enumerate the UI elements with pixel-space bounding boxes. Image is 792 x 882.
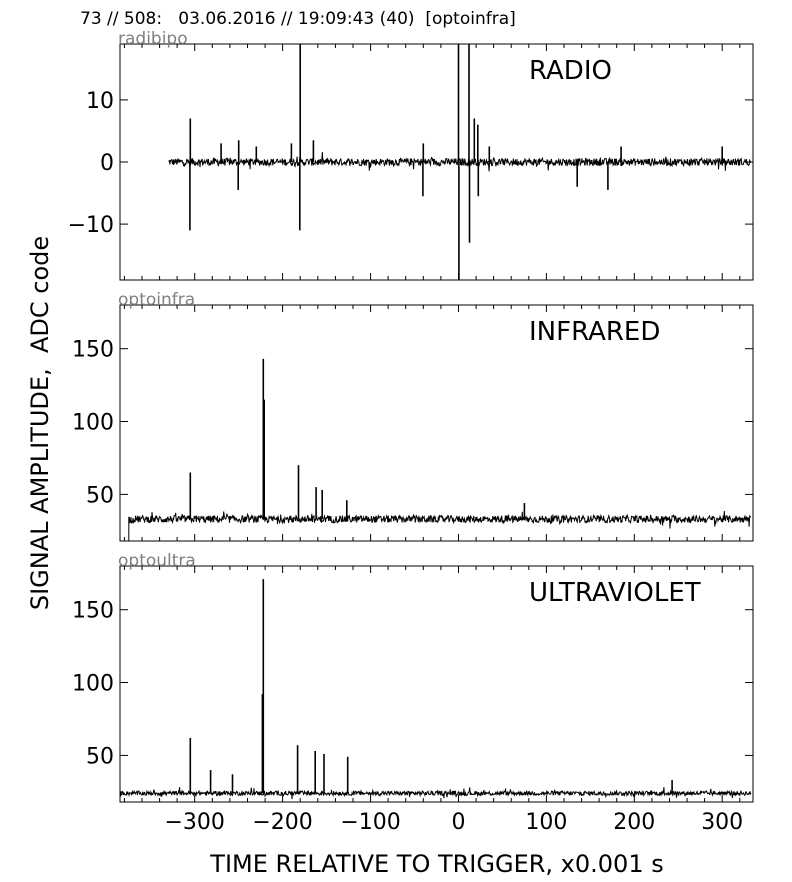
- panel-frame-optoultra: [119, 565, 754, 803]
- channel-tag: optoultra: [118, 551, 196, 571]
- y-tick-label: 100: [72, 411, 114, 436]
- y-tick-label: 150: [72, 338, 114, 363]
- channel-tag: optoinfra: [118, 290, 195, 310]
- y-tick-label: 10: [86, 89, 114, 114]
- x-tick-label: −300: [164, 810, 224, 835]
- y-tick-label: 150: [72, 599, 114, 624]
- x-tick-label: 200: [613, 810, 655, 835]
- figure-title: 73 // 508: 03.06.2016 // 19:09:43 (40) […: [80, 9, 516, 29]
- y-tick-label: 50: [86, 744, 114, 769]
- panel-label: RADIO: [529, 56, 612, 86]
- panel-label: INFRARED: [529, 317, 660, 347]
- trace-radibipo: [168, 151, 752, 172]
- y-tick-label: −10: [68, 213, 114, 238]
- panel-frame-optoinfra: [119, 304, 754, 542]
- x-tick-label: −100: [340, 810, 400, 835]
- x-tick-label: −200: [252, 810, 312, 835]
- y-tick-label: 100: [72, 672, 114, 697]
- trace-optoinfra: [128, 510, 752, 541]
- y-tick-label: 50: [86, 483, 114, 508]
- x-tick-label: 0: [452, 810, 466, 835]
- panel-label: ULTRAVIOLET: [529, 578, 701, 608]
- y-axis-label: SIGNAL AMPLITUDE, ADC code: [26, 236, 54, 610]
- x-tick-label: 100: [525, 810, 567, 835]
- y-tick-label: 0: [100, 151, 114, 176]
- x-axis-label: TIME RELATIVE TO TRIGGER, x0.001 s: [209, 850, 663, 878]
- x-tick-label: 300: [701, 810, 743, 835]
- channel-tag: radibipo: [118, 29, 188, 49]
- trace-optoultra: [119, 787, 752, 800]
